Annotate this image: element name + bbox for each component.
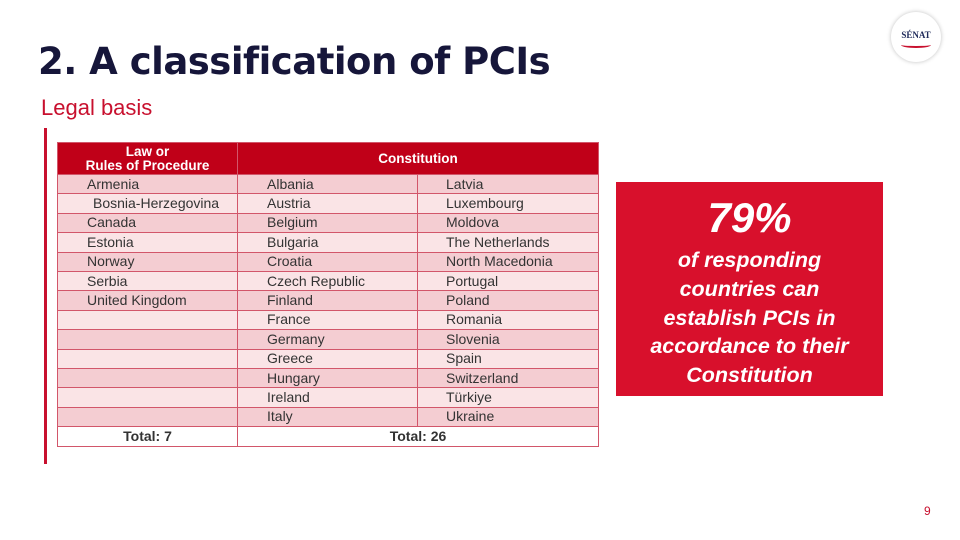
cell-constitution: North Macedonia (416, 251, 600, 272)
logo-text: SÉNAT (901, 30, 931, 40)
table-row: Italy Ukraine (57, 406, 600, 428)
header-law-or-rules: Law or Rules of Procedure (57, 142, 238, 175)
header-col1-line1: Law or (125, 143, 170, 159)
cell-constitution: Portugal (416, 270, 600, 292)
cell-law (57, 348, 238, 369)
table-header-row: Law or Rules of Procedure Constitution (57, 142, 600, 175)
accent-vertical-bar (44, 128, 47, 464)
cell-constitution: Romania (416, 309, 600, 331)
cell-law: Estonia (57, 232, 238, 253)
cell-constitution: Switzerland (416, 367, 600, 389)
cell-constitution: Ukraine (416, 406, 600, 428)
cell-constitution: Italy (237, 406, 418, 428)
legal-basis-table: Law or Rules of Procedure Constitution A… (57, 142, 600, 448)
cell-constitution: Czech Republic (237, 270, 418, 292)
cell-constitution: Luxembourg (416, 193, 600, 214)
cell-law (57, 329, 238, 350)
stat-description: of responding countries can establish PC… (616, 246, 883, 390)
total-law: Total: 7 (57, 426, 238, 448)
cell-law: Norway (57, 251, 238, 272)
cell-law: Canada (57, 212, 238, 234)
cell-constitution: Bulgaria (237, 232, 418, 253)
slide-subtitle: Legal basis (41, 95, 153, 120)
table-row: France Romania (57, 309, 600, 331)
cell-constitution: Ireland (237, 387, 418, 408)
cell-law: Bosnia-Herzegovina (57, 193, 238, 214)
table-row: Armenia Albania Latvia (57, 173, 600, 195)
cell-constitution: France (237, 309, 418, 331)
table-row: Greece Spain (57, 348, 600, 369)
stat-percentage: 79% (707, 194, 792, 241)
cell-law: Armenia (57, 173, 238, 195)
table-row: Serbia Czech Republic Portugal (57, 270, 600, 292)
cell-constitution: Moldova (416, 212, 600, 234)
cell-law: Serbia (57, 270, 238, 292)
cell-constitution: Poland (416, 290, 600, 311)
stat-line: Constitution (686, 363, 813, 388)
cell-constitution: The Netherlands (416, 232, 600, 253)
table-row: Bosnia-Herzegovina Austria Luxembourg (57, 193, 600, 214)
cell-constitution: Latvia (416, 173, 600, 195)
table-row: Canada Belgium Moldova (57, 212, 600, 234)
table-row: Hungary Switzerland (57, 367, 600, 389)
cell-law (57, 387, 238, 408)
table-row: Germany Slovenia (57, 329, 600, 350)
cell-law: United Kingdom (57, 290, 238, 311)
cell-constitution: Slovenia (416, 329, 600, 350)
stat-line: countries can (679, 276, 820, 301)
cell-constitution: Albania (237, 173, 418, 195)
cell-constitution: Finland (237, 290, 418, 311)
stat-line: of responding (677, 248, 822, 272)
cell-constitution: Germany (237, 329, 418, 350)
cell-constitution: Austria (237, 193, 418, 214)
cell-law (57, 367, 238, 389)
header-col1-line2: Rules of Procedure (85, 157, 210, 173)
table-total-row: Total: 7 Total: 26 (57, 426, 600, 448)
cell-constitution: Hungary (237, 367, 418, 389)
stat-callout-box: 79% of responding countries can establis… (616, 182, 883, 396)
table-row: Estonia Bulgaria The Netherlands (57, 232, 600, 253)
cell-law (57, 309, 238, 331)
senat-logo: SÉNAT (891, 12, 941, 62)
stat-line: accordance to their (650, 334, 849, 359)
table-row: Norway Croatia North Macedonia (57, 251, 600, 272)
cell-constitution: Croatia (237, 251, 418, 272)
cell-constitution: Belgium (237, 212, 418, 234)
cell-constitution: Greece (237, 348, 418, 369)
total-constitution: Total: 26 (236, 426, 600, 448)
cell-constitution: Türkiye (416, 387, 600, 408)
cell-constitution: Spain (416, 348, 600, 369)
table-row: Ireland Türkiye (57, 387, 600, 408)
logo-arc-icon (901, 42, 931, 48)
slide-title: 2. A classification of PCIs (38, 40, 551, 83)
page-number: 9 (924, 504, 931, 518)
table-row: United Kingdom Finland Poland (57, 290, 600, 311)
cell-law (57, 406, 238, 428)
header-constitution: Constitution (236, 142, 600, 175)
stat-line: establish PCIs in (663, 305, 836, 330)
